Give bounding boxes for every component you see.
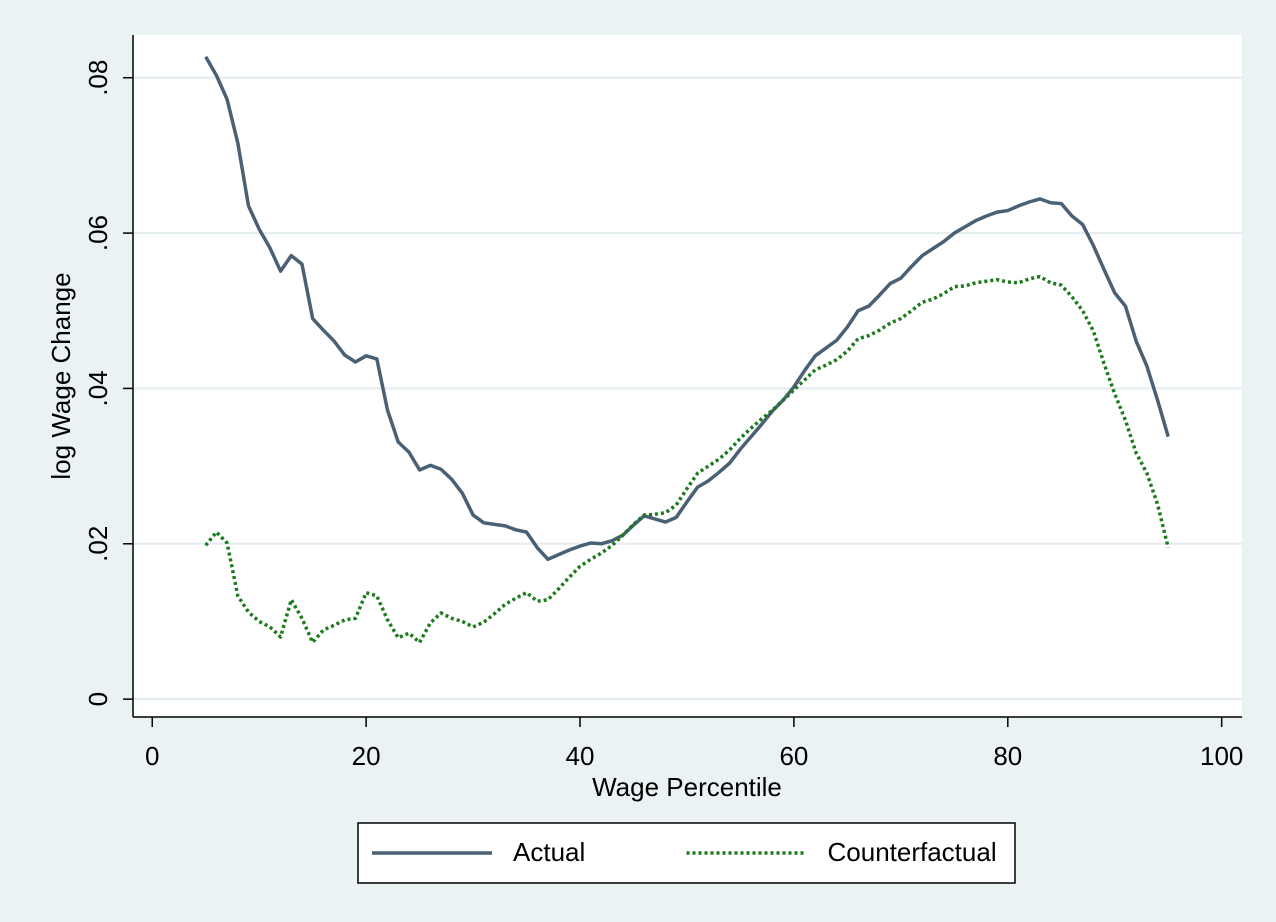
- y-axis-title: log Wage Change: [46, 272, 76, 479]
- y-tick-label: .08: [83, 60, 113, 96]
- x-tick-label: 0: [145, 741, 159, 771]
- x-tick-label: 20: [352, 741, 381, 771]
- x-tick-label: 80: [993, 741, 1022, 771]
- line-series: [204, 274, 1170, 645]
- y-tick-label: .02: [83, 526, 113, 562]
- x-tick-label: 100: [1200, 741, 1243, 771]
- line-series: [204, 55, 1170, 562]
- y-tick-label: .06: [83, 215, 113, 251]
- legend-label: Counterfactual: [828, 837, 997, 867]
- y-tick-label: 0: [83, 692, 113, 706]
- x-axis-title: Wage Percentile: [592, 772, 782, 802]
- x-tick-label: 40: [566, 741, 595, 771]
- legend-label: Actual: [513, 837, 585, 867]
- plot-area: [133, 35, 1242, 717]
- x-tick-label: 60: [779, 741, 808, 771]
- y-tick-label: .04: [83, 370, 113, 406]
